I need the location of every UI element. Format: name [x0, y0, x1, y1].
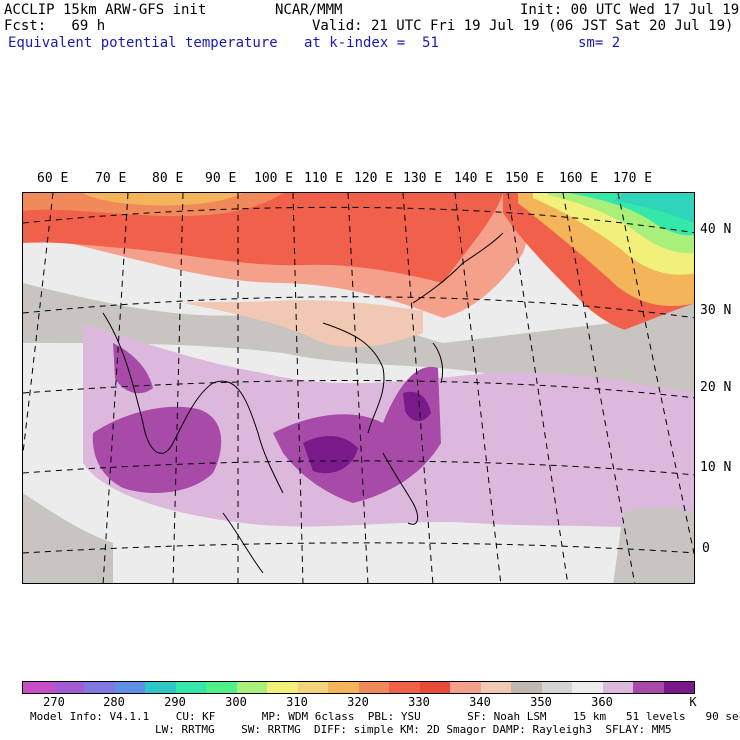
colorbar-tick: 270: [43, 695, 65, 709]
colorbar-swatch: [541, 682, 572, 693]
colorbar-swatch: [633, 682, 664, 693]
footer-model-info: Model Info: V4.1.1 CU: KF MP: WDM 6class…: [30, 710, 740, 723]
lat-label: 20 N: [700, 380, 732, 395]
colorbar-swatch: [114, 682, 145, 693]
lon-label: 120 E: [354, 171, 394, 186]
colorbar-tick: 330: [408, 695, 430, 709]
lon-label: 60 E: [37, 171, 69, 186]
colorbar-tick: 360: [591, 695, 613, 709]
colorbar-swatch: [602, 682, 633, 693]
lat-label: 10 N: [700, 460, 732, 475]
colorbar-swatch: [206, 682, 237, 693]
theta-e-field: [23, 193, 694, 583]
lon-label: 110 E: [304, 171, 344, 186]
colorbar-swatch: [358, 682, 389, 693]
lon-label: 80 E: [152, 171, 184, 186]
header-model-title: ACCLIP 15km ARW-GFS init: [4, 2, 207, 18]
lon-label: 150 E: [505, 171, 545, 186]
header-field-name: Equivalent potential temperature: [8, 35, 278, 51]
lon-label: 170 E: [613, 171, 653, 186]
colorbar-swatch: [84, 682, 115, 693]
colorbar-swatch: [450, 682, 481, 693]
colorbar-tick: 350: [530, 695, 552, 709]
colorbar-swatch: [480, 682, 511, 693]
colorbar-swatch: [236, 682, 267, 693]
colorbar-swatch: [389, 682, 420, 693]
footer-physics-info: LW: RRTMG SW: RRTMG DIFF: simple KM: 2D …: [155, 723, 672, 736]
header-level: at k-index = 51: [304, 35, 439, 51]
colorbar-swatch: [663, 682, 694, 693]
header-smoothing: sm= 2: [578, 35, 621, 51]
colorbar-swatch: [145, 682, 176, 693]
lat-label: 30 N: [700, 303, 732, 318]
lat-label: 0: [702, 541, 710, 556]
header-valid-time: Valid: 21 UTC Fri 19 Jul 19 (06 JST Sat …: [312, 18, 734, 34]
lon-label: 130 E: [403, 171, 443, 186]
header-init-time: Init: 00 UTC Wed 17 Jul 19: [520, 2, 740, 18]
colorbar-swatch: [297, 682, 328, 693]
colorbar-swatch: [267, 682, 298, 693]
lon-label: 140 E: [454, 171, 494, 186]
colorbar-swatch: [175, 682, 206, 693]
colorbar-swatch: [572, 682, 603, 693]
colorbar-tick: 300: [225, 695, 247, 709]
colorbar-tick: 340: [469, 695, 491, 709]
lon-label: 70 E: [95, 171, 127, 186]
colorbar-tick: 280: [103, 695, 125, 709]
header-org: NCAR/MMM: [275, 2, 343, 18]
colorbar-tick: 310: [286, 695, 308, 709]
colorbar-unit: K: [689, 695, 697, 709]
colorbar-swatch: [53, 682, 84, 693]
lon-label: 90 E: [205, 171, 237, 186]
lon-label: 100 E: [254, 171, 294, 186]
lon-label: 160 E: [559, 171, 599, 186]
header-forecast-hour: Fcst: 69 h: [4, 18, 106, 34]
colorbar-swatch: [511, 682, 542, 693]
lat-label: 40 N: [700, 222, 732, 237]
map-panel: [22, 192, 695, 584]
colorbar-tick: 290: [164, 695, 186, 709]
colorbar-swatch: [419, 682, 450, 693]
colorbar-swatch: [23, 682, 54, 693]
colorbar: [22, 681, 695, 694]
colorbar-tick: 320: [347, 695, 369, 709]
colorbar-swatch: [328, 682, 359, 693]
